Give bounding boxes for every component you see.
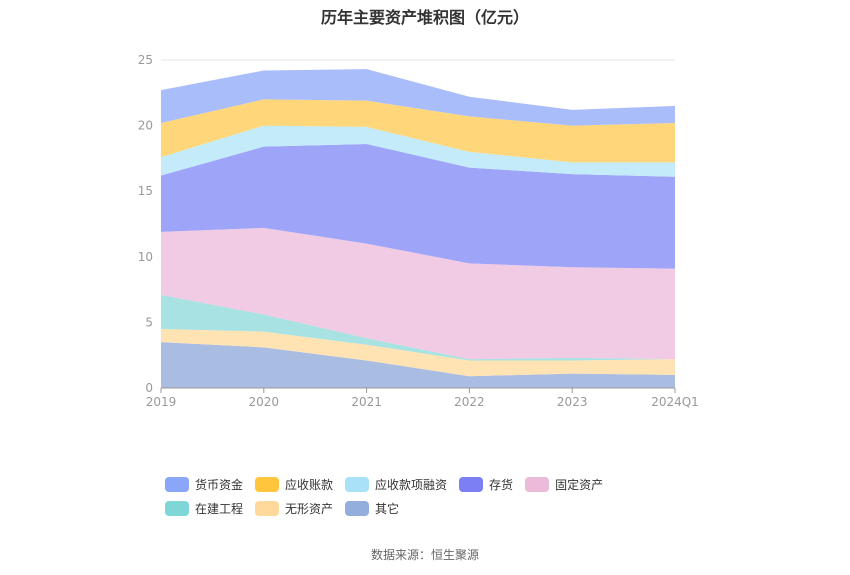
legend-label: 固定资产 [555, 477, 604, 492]
y-tick-label: 0 [145, 381, 153, 395]
area-series-2 [161, 294, 675, 361]
axes: 0 5 10 15 20 25 2019 2020 2021 2022 2023 2024Q1 [138, 53, 699, 409]
data-source: 数据来源：恒生聚源 [370, 548, 479, 562]
area-series-6 [161, 99, 675, 163]
legend-swatch [165, 500, 189, 516]
legend-label: 其它 [375, 501, 400, 516]
area-series-7 [161, 69, 675, 126]
legend-label: 货币资金 [195, 477, 244, 492]
y-tick-label: 25 [138, 53, 153, 67]
legend-item[interactable]: 货币资金 [165, 472, 243, 496]
legend-label: 应收账款 [285, 477, 334, 492]
legend-label: 在建工程 [195, 501, 244, 516]
legend-swatch [255, 476, 280, 492]
legend-item[interactable]: 存货 [459, 472, 513, 496]
area-series-1 [161, 328, 675, 377]
y-tick-label: 5 [145, 315, 153, 329]
x-tick-label: 2022 [454, 395, 485, 409]
x-tick-label: 2019 [146, 395, 177, 409]
area-series [161, 69, 675, 388]
legend-item[interactable]: 无形资产 [255, 496, 333, 520]
legend-item[interactable]: 应收款项融资 [345, 472, 447, 496]
x-tick-label: 2020 [249, 395, 280, 409]
legend-item[interactable]: 在建工程 [165, 496, 243, 520]
x-tick-label: 2024Q1 [651, 395, 699, 409]
chart-title: 历年主要资产堆积图（亿元） [320, 8, 529, 27]
y-tick-label: 10 [138, 250, 153, 264]
legend-swatch [345, 476, 370, 492]
legend-swatch [459, 476, 484, 492]
legend-item[interactable]: 固定资产 [525, 472, 603, 496]
legend-label: 存货 [489, 477, 514, 492]
area-series-5 [161, 125, 675, 177]
area-series-0 [161, 342, 675, 388]
legend-item[interactable]: 应收账款 [255, 472, 333, 496]
legend-label: 无形资产 [285, 501, 334, 516]
legend-swatch [255, 500, 280, 516]
legend-swatch [165, 476, 189, 492]
area-series-4 [161, 143, 675, 269]
x-tick-label: 2021 [351, 395, 382, 409]
area-series-3 [161, 227, 675, 360]
stacked-area-chart: 0 5 10 15 20 25 2019 2020 2021 2022 2023 2024Q1 [138, 53, 699, 409]
y-tick-label: 15 [138, 184, 153, 198]
legend-swatch [525, 476, 550, 492]
legend-swatch [345, 500, 370, 516]
y-tick-label: 20 [138, 119, 153, 133]
legend-label: 应收款项融资 [375, 477, 448, 492]
x-tick-label: 2023 [557, 395, 588, 409]
legend-item[interactable]: 其它 [345, 496, 399, 520]
legend: 货币资金 应收账款 应收款项融资 存货 固定资产在建工程 无形资产 其它 [165, 472, 705, 520]
